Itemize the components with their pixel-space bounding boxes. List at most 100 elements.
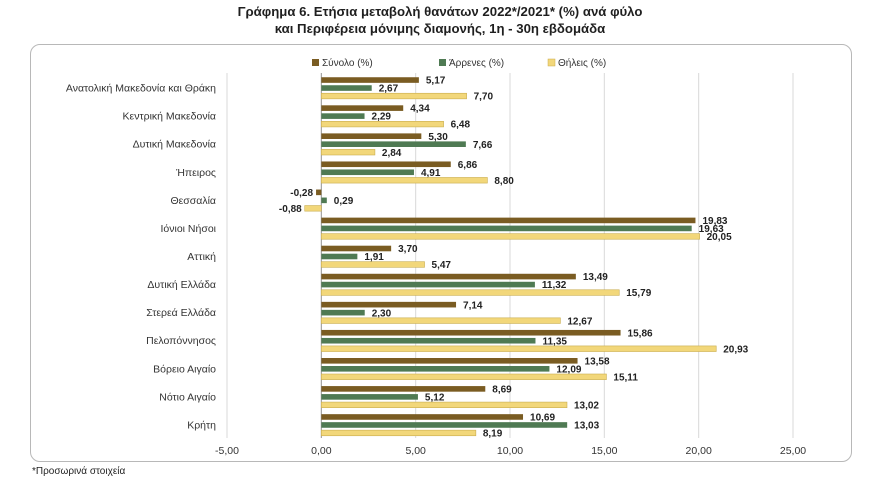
- category-label-9: Πελοπόννησος: [146, 335, 216, 347]
- bar-0-2: [321, 133, 422, 139]
- bar-0-7: [321, 273, 576, 280]
- data-label-2-5: 20,05: [707, 232, 732, 243]
- data-label-0-3: 6,86: [458, 160, 478, 171]
- bar-0-6: [321, 245, 392, 252]
- x-tick-label-0: -5,00: [215, 445, 239, 457]
- data-label-2-11: 13,02: [574, 400, 599, 411]
- legend-label-2: Θήλεις (%): [558, 57, 606, 69]
- bar-0-0: [321, 77, 419, 83]
- bar-0-8: [321, 301, 457, 308]
- bar-1-4: [321, 197, 327, 204]
- bar-1-11: [321, 394, 418, 400]
- bar-0-1: [321, 105, 404, 111]
- chart-title: Γράφημα 6. Ετήσια μεταβολή θανάτων 2022*…: [0, 3, 880, 37]
- data-label-1-5: 19,63: [699, 224, 724, 235]
- bar-0-4: [316, 189, 322, 196]
- data-label-2-2: 2,84: [382, 148, 402, 159]
- data-label-2-1: 6,48: [451, 120, 471, 131]
- title-line-1: Γράφημα 6. Ετήσια μεταβολή θανάτων 2022*…: [237, 4, 643, 19]
- data-label-1-1: 2,29: [372, 112, 392, 123]
- bar-0-12: [321, 414, 524, 420]
- data-label-0-1: 4,34: [410, 104, 430, 115]
- data-label-1-7: 11,32: [542, 280, 567, 291]
- legend-swatch-1: [439, 59, 446, 66]
- bar-2-9: [321, 345, 717, 352]
- category-label-4: Θεσσαλία: [170, 195, 216, 207]
- data-label-2-3: 8,80: [494, 176, 514, 187]
- bar-0-3: [321, 161, 451, 168]
- bar-0-5: [321, 217, 696, 224]
- x-tick-label-4: 15,00: [591, 445, 617, 457]
- category-label-0: Ανατολική Μακεδονία και Θράκη: [66, 83, 216, 95]
- data-label-2-6: 5,47: [432, 260, 452, 271]
- title-line-2: και Περιφέρεια μόνιμης διαμονής, 1η - 30…: [274, 21, 606, 36]
- data-label-0-5: 19,83: [702, 216, 727, 227]
- bar-1-1: [321, 113, 365, 119]
- data-label-2-10: 15,11: [613, 372, 638, 383]
- data-label-1-6: 1,91: [364, 252, 384, 263]
- category-label-7: Δυτική Ελλάδα: [147, 279, 216, 291]
- data-label-0-10: 13,58: [585, 356, 610, 367]
- data-label-2-7: 15,79: [626, 288, 651, 299]
- bar-2-0: [321, 92, 467, 100]
- bar-0-11: [321, 386, 486, 392]
- x-tick-label-2: 5,00: [405, 445, 426, 457]
- category-label-1: Κεντρική Μακεδονία: [123, 111, 216, 123]
- data-label-2-12: 8,19: [483, 429, 503, 440]
- data-label-0-6: 3,70: [398, 244, 418, 255]
- bar-2-2: [321, 149, 376, 156]
- category-label-11: Νότιο Αιγαίο: [159, 391, 216, 403]
- bar-1-6: [321, 253, 358, 260]
- data-label-1-2: 7,66: [473, 140, 493, 151]
- data-label-1-12: 13,03: [574, 421, 599, 432]
- bar-1-7: [321, 281, 535, 288]
- data-label-1-10: 12,09: [556, 364, 581, 375]
- legend-label-0: Σύνολο (%): [322, 57, 373, 69]
- bar-1-3: [321, 169, 414, 176]
- category-label-3: Ήπειρος: [175, 167, 216, 179]
- data-label-1-0: 2,67: [379, 84, 399, 95]
- bar-2-7: [321, 289, 620, 296]
- data-label-1-3: 4,91: [421, 168, 441, 179]
- bar-2-11: [321, 401, 568, 408]
- bar-2-6: [321, 261, 425, 268]
- data-label-0-4: -0,28: [290, 188, 313, 199]
- chart-frame: [30, 44, 852, 462]
- data-label-2-8: 12,67: [567, 316, 592, 327]
- data-label-0-8: 7,14: [463, 300, 483, 311]
- category-label-10: Βόρειο Αιγαίο: [153, 363, 216, 375]
- data-label-2-4: -0,88: [279, 204, 302, 215]
- data-label-2-0: 7,70: [474, 92, 494, 103]
- bar-2-5: [321, 233, 700, 240]
- bar-1-5: [321, 225, 692, 232]
- x-tick-label-3: 10,00: [497, 445, 523, 457]
- bar-2-4: [304, 205, 322, 212]
- bar-1-12: [321, 422, 568, 428]
- data-label-0-7: 13,49: [583, 272, 608, 283]
- bar-1-8: [321, 309, 365, 316]
- bar-1-0: [321, 85, 372, 91]
- category-label-12: Κρήτη: [187, 419, 216, 431]
- bar-2-8: [321, 317, 561, 324]
- data-label-1-8: 2,30: [372, 308, 392, 319]
- data-label-0-11: 8,69: [492, 384, 512, 395]
- footnote: *Προσωρινά στοιχεία: [32, 466, 126, 477]
- data-label-1-4: 0,29: [334, 196, 354, 207]
- category-label-2: Δυτική Μακεδονία: [133, 139, 216, 151]
- x-tick-label-6: 25,00: [780, 445, 806, 457]
- x-tick-label-5: 20,00: [686, 445, 712, 457]
- bar-1-2: [321, 141, 466, 147]
- bar-0-9: [321, 329, 621, 336]
- bar-1-10: [321, 366, 550, 372]
- bar-2-10: [321, 373, 607, 380]
- data-label-2-9: 20,93: [723, 344, 748, 355]
- category-label-8: Στερεά Ελλάδα: [146, 307, 216, 319]
- category-label-6: Αττική: [187, 251, 216, 263]
- data-label-0-12: 10,69: [530, 413, 555, 424]
- legend-swatch-2: [547, 58, 556, 67]
- bar-2-1: [321, 121, 444, 128]
- data-label-0-9: 15,86: [628, 328, 653, 339]
- bar-2-3: [321, 177, 488, 184]
- bar-1-9: [321, 337, 536, 344]
